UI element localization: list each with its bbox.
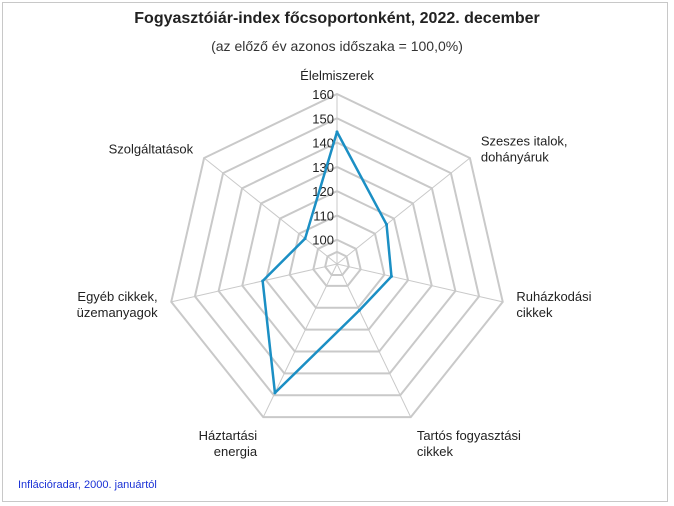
tick-label: 150 <box>312 111 334 126</box>
category-label: cikkek <box>516 305 553 320</box>
grid-ring <box>312 238 362 287</box>
category-label: üzemanyagok <box>77 305 158 320</box>
data-point[interactable] <box>335 130 339 134</box>
series-line <box>261 130 393 395</box>
grid-ring <box>193 117 481 397</box>
category-label: Szolgáltatások <box>109 141 194 156</box>
data-point[interactable] <box>303 237 307 241</box>
data-point[interactable] <box>273 391 277 395</box>
tick-label: 120 <box>312 184 334 199</box>
tick-label: 130 <box>312 160 334 175</box>
tick-label: 110 <box>313 208 334 223</box>
grid-spoke <box>171 263 338 303</box>
data-point[interactable] <box>261 279 265 283</box>
category-label: Élelmiszerek <box>300 68 374 83</box>
category-label: dohányáruk <box>481 149 549 164</box>
grid-spoke <box>336 157 471 265</box>
category-label: Háztartási <box>199 428 258 443</box>
category-label: Egyéb cikkek, <box>77 289 157 304</box>
category-label: Szeszes italok, <box>481 133 568 148</box>
chart-title: Fogyasztóiár-index főcsoportonként, 2022… <box>134 10 540 27</box>
chart-subtitle: (az előző év azonos időszaka = 100,0%) <box>211 38 463 54</box>
grid-ring <box>217 141 457 375</box>
grid-spoke <box>203 157 338 265</box>
category-label: Tartós fogyasztási <box>417 428 521 443</box>
data-point[interactable] <box>389 274 393 278</box>
tick-label: 140 <box>312 136 334 151</box>
tick-label: 160 <box>312 87 334 102</box>
category-label: cikkek <box>417 444 454 459</box>
data-point[interactable] <box>357 308 361 312</box>
grid-spoke <box>336 263 412 418</box>
grid-spoke <box>336 263 503 303</box>
category-label: energia <box>214 444 258 459</box>
grid-ring <box>170 92 504 419</box>
grid-ring <box>241 165 433 353</box>
grid-ring <box>288 214 386 309</box>
grid-ring <box>324 250 350 276</box>
data-point[interactable] <box>385 222 389 226</box>
grid-ring <box>264 190 410 331</box>
category-label: Ruházkodási <box>516 289 591 304</box>
tick-label: 100 <box>312 233 334 248</box>
inflation-radar-link[interactable]: Inflációradar, 2000. januártól <box>18 479 157 491</box>
